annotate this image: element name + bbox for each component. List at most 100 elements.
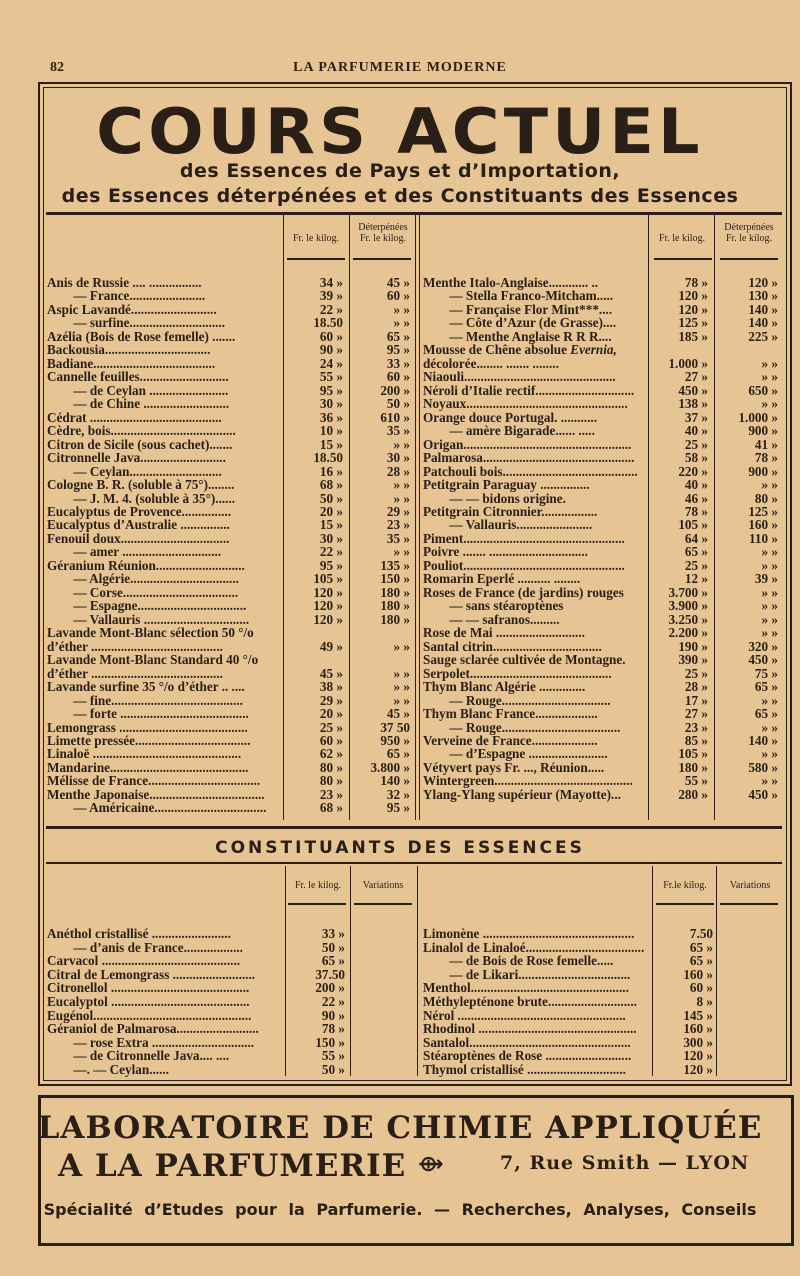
column-rule	[714, 215, 715, 820]
row-name: Wintergreen.............................…	[423, 774, 633, 789]
row-price: 12 »	[684, 571, 708, 587]
row-deterpenated-price: 95 »	[386, 800, 410, 816]
row-name: Lavande surfine 35 °/o d’éther .. ....	[47, 680, 245, 695]
col-header-variations-right: Variations	[729, 880, 771, 891]
row-deterpenated-price: 110 »	[749, 530, 778, 546]
row-price: 36 »	[319, 409, 343, 425]
advert-services: Spécialité d’Etudes pour la Parfumerie. …	[43, 1200, 757, 1219]
column-header-rule	[287, 258, 345, 260]
row-price: 55 »	[319, 369, 343, 385]
row-price: 160 »	[683, 966, 713, 982]
table-top-rule	[46, 212, 782, 215]
row-deterpenated-price: » »	[761, 477, 778, 493]
row-name: Noyaux..................................…	[423, 397, 628, 412]
row-name: — fine..................................…	[47, 693, 243, 708]
row-name: Linalol de Linaloé......................…	[423, 940, 645, 955]
advert-subtitle: A LA PARFUMERIE	[58, 1148, 407, 1184]
row-name: Mandarine...............................…	[47, 760, 249, 775]
row-price: 65 »	[689, 953, 713, 969]
row-name: — Rouge.................................	[423, 693, 611, 708]
advert-lab-name: LABORATOIRE DE CHIMIE APPLIQUÉE	[37, 1110, 763, 1146]
row-deterpenated-price: 65 »	[386, 328, 410, 344]
row-deterpenated-price: 180 »	[380, 584, 410, 600]
row-name: Fenouil doux............................…	[47, 531, 230, 546]
row-price: 17 »	[684, 692, 708, 708]
row-name: Anis de Russie .... ................	[47, 276, 202, 290]
row-name: — de Ceylan ........................	[47, 383, 229, 398]
column-rule	[648, 215, 649, 820]
row-deterpenated-price: 130 »	[748, 288, 778, 304]
row-deterpenated-price: 30 »	[386, 450, 410, 466]
row-price: 7.50	[689, 926, 713, 941]
center-rule	[417, 866, 418, 1076]
row-name: décolorée........ ....... ........	[423, 356, 559, 371]
row-deterpenated-price: 60 »	[386, 288, 410, 304]
row-name: — — safranos.........	[423, 612, 560, 627]
row-price: 18.50	[313, 450, 343, 466]
row-deterpenated-price: » »	[761, 598, 778, 614]
row-price: 300 »	[683, 1034, 713, 1050]
row-name: Menthe Italo-Anglaise............ ..	[423, 276, 599, 290]
row-deterpenated-price: » »	[761, 773, 778, 789]
row-deterpenated-price: » »	[393, 692, 410, 708]
col-header-det-unit: Fr. le kilog.	[725, 233, 773, 244]
row-name: Pouliot.................................…	[423, 558, 625, 573]
section-rule	[46, 826, 782, 829]
row-name: — rose Extra ...........................…	[47, 1035, 255, 1050]
row-price: 50 »	[319, 490, 343, 506]
row-price: 50 »	[321, 939, 345, 955]
row-deterpenated-price: 28 »	[386, 463, 410, 479]
row-deterpenated-price: 41 »	[754, 436, 778, 452]
row-name: Poivre ....... .........................…	[423, 545, 588, 560]
row-name: Eugénol.................................…	[47, 1008, 252, 1023]
row-price: 138 »	[678, 396, 708, 412]
row-name: — d’anis de France..................	[47, 940, 243, 955]
row-name: Citral de Lemongrass ...................…	[47, 967, 256, 982]
col-header-price-right: Fr. le kilog.	[658, 233, 706, 244]
row-price: 95 »	[319, 382, 343, 398]
row-price: 105 »	[678, 746, 708, 762]
row-price: 62 »	[319, 746, 343, 762]
row-name: — de Chine ..........................	[47, 397, 230, 412]
row-deterpenated-price: 140 »	[380, 773, 410, 789]
row-price: 90 »	[319, 342, 343, 358]
row-price: 55 »	[684, 773, 708, 789]
row-price: 200 »	[315, 980, 345, 996]
row-price: 145 »	[683, 1007, 713, 1023]
row-deterpenated-price: 35 »	[386, 423, 410, 439]
row-deterpenated-price: 78 »	[754, 450, 778, 466]
row-name: — Américaine............................…	[47, 801, 267, 816]
row-price: 25 »	[319, 719, 343, 735]
row-price: 38 »	[319, 679, 343, 695]
row-name: — Ceylan............................	[47, 464, 222, 479]
row-name: — Stella Franco-Mitcham.....	[423, 289, 614, 304]
row-name: Orange douce Portugal. ...........	[423, 410, 597, 425]
row-name: Cannelle feuilles.......................…	[47, 370, 229, 385]
row-deterpenated-price: » »	[761, 584, 778, 600]
row-name: — de Bois de Rose femelle.....	[423, 954, 614, 969]
row-deterpenated-price: » »	[761, 396, 778, 412]
row-deterpenated-price: 39 »	[754, 571, 778, 587]
row-deterpenated-price: » »	[393, 490, 410, 506]
row-deterpenated-price: 450 »	[748, 652, 778, 668]
row-price: 3.900 »	[668, 598, 708, 614]
row-name: Ylang-Ylang supérieur (Mayotte)...	[423, 787, 621, 802]
row-price: 45 »	[319, 665, 343, 681]
col-header-det-unit: Fr. le kilog.	[359, 233, 407, 244]
row-name: — Corse.................................…	[47, 585, 239, 600]
row-name: Stéaroptènes de Rose ...................…	[423, 1049, 632, 1064]
row-price: 65 »	[321, 953, 345, 969]
row-deterpenated-price: » »	[761, 369, 778, 385]
row-name: Roses de France (de jardins) rouges	[423, 585, 624, 600]
row-price: 39 »	[319, 288, 343, 304]
row-price: 58 »	[684, 450, 708, 466]
row-price: 23 »	[684, 719, 708, 735]
row-deterpenated-price: 35 »	[386, 530, 410, 546]
row-name: — d’Espagne ........................	[423, 747, 608, 762]
row-name: — France.......................	[47, 289, 206, 304]
row-price: 90 »	[321, 1007, 345, 1023]
row-deterpenated-price: 3.800 »	[370, 759, 410, 775]
row-name: Santalol................................…	[423, 1035, 631, 1050]
row-name: Linaloë ................................…	[47, 747, 242, 762]
row-name: Piment..................................…	[423, 531, 625, 546]
